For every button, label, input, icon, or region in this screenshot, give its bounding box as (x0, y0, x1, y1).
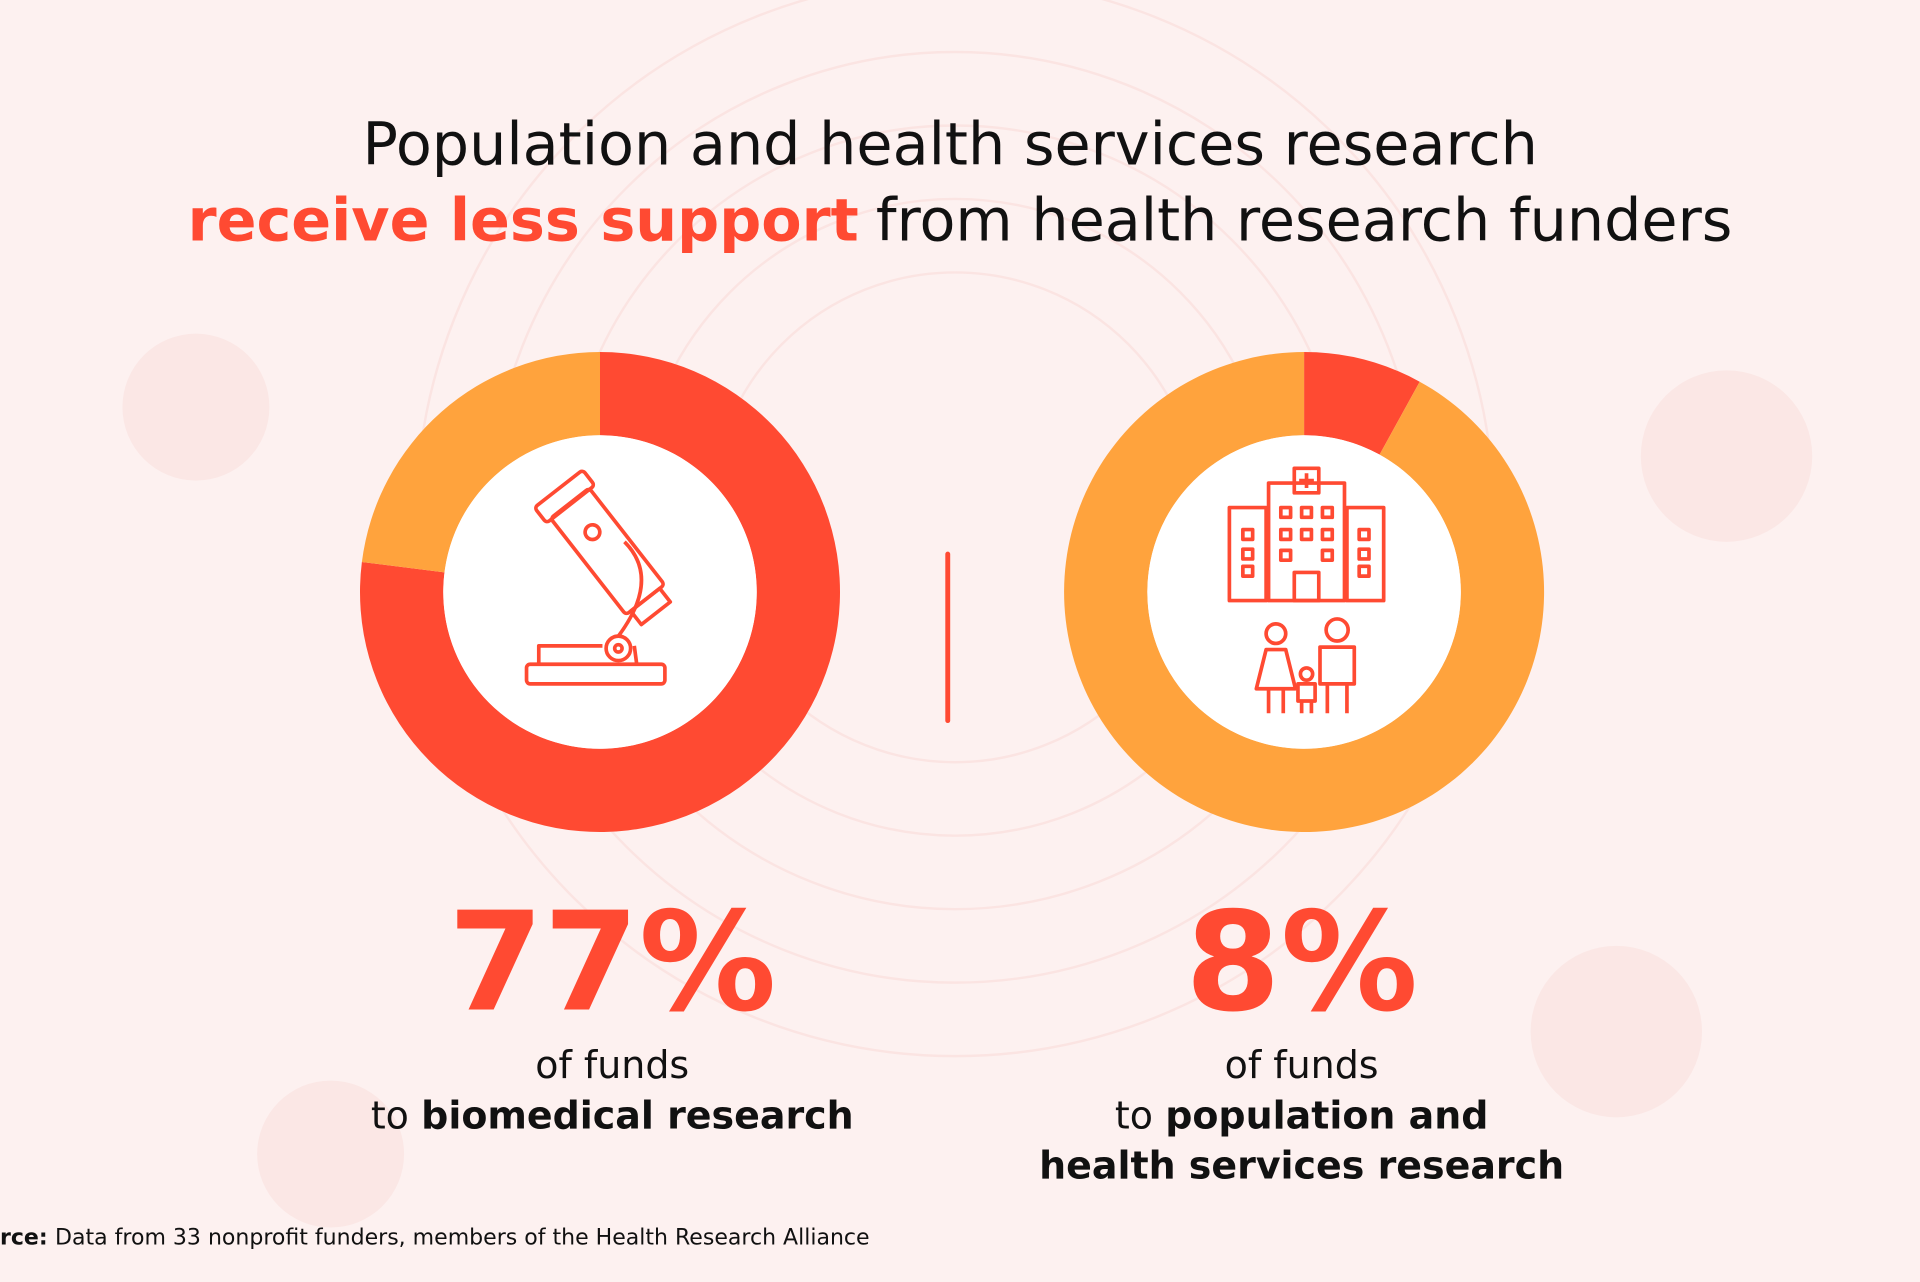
caption-line: of funds (535, 1043, 689, 1087)
caption-prefix: to (371, 1093, 409, 1137)
caption-line: health services research (1039, 1144, 1564, 1188)
title-rest: from health research funders (876, 186, 1732, 255)
caption-line: to population and (1115, 1093, 1489, 1137)
donut-segment (360, 352, 840, 833)
source-label: rce: (0, 1226, 48, 1251)
title-line: receive less support from health research… (188, 186, 1733, 255)
source: rce: Data from 33 nonprofit funders, memb… (0, 1226, 870, 1251)
caption-line: to biomedical research (371, 1093, 854, 1137)
donut-segment (1304, 352, 1420, 455)
title-line: Population and health services research (363, 110, 1538, 179)
microscope-icon (524, 469, 673, 686)
hospital-icon (1227, 466, 1386, 714)
caption-line: of funds (1225, 1043, 1379, 1087)
source-text: Data from 33 nonprofit funders, members … (55, 1226, 870, 1251)
title-highlight: receive less support (188, 186, 859, 255)
caption-emphasis: biomedical research (421, 1093, 854, 1137)
caption-prefix: to (1115, 1093, 1153, 1137)
value-label: 8% (1185, 884, 1418, 1043)
decoration-blobs (122, 333, 1813, 1228)
caption-emphasis: population and (1165, 1093, 1488, 1137)
donut-segment (361, 352, 600, 573)
donut-segment (1064, 352, 1545, 833)
value-label: 77% (448, 884, 776, 1043)
donut-hole (443, 435, 757, 749)
caption-emphasis: health services research (1039, 1144, 1564, 1188)
